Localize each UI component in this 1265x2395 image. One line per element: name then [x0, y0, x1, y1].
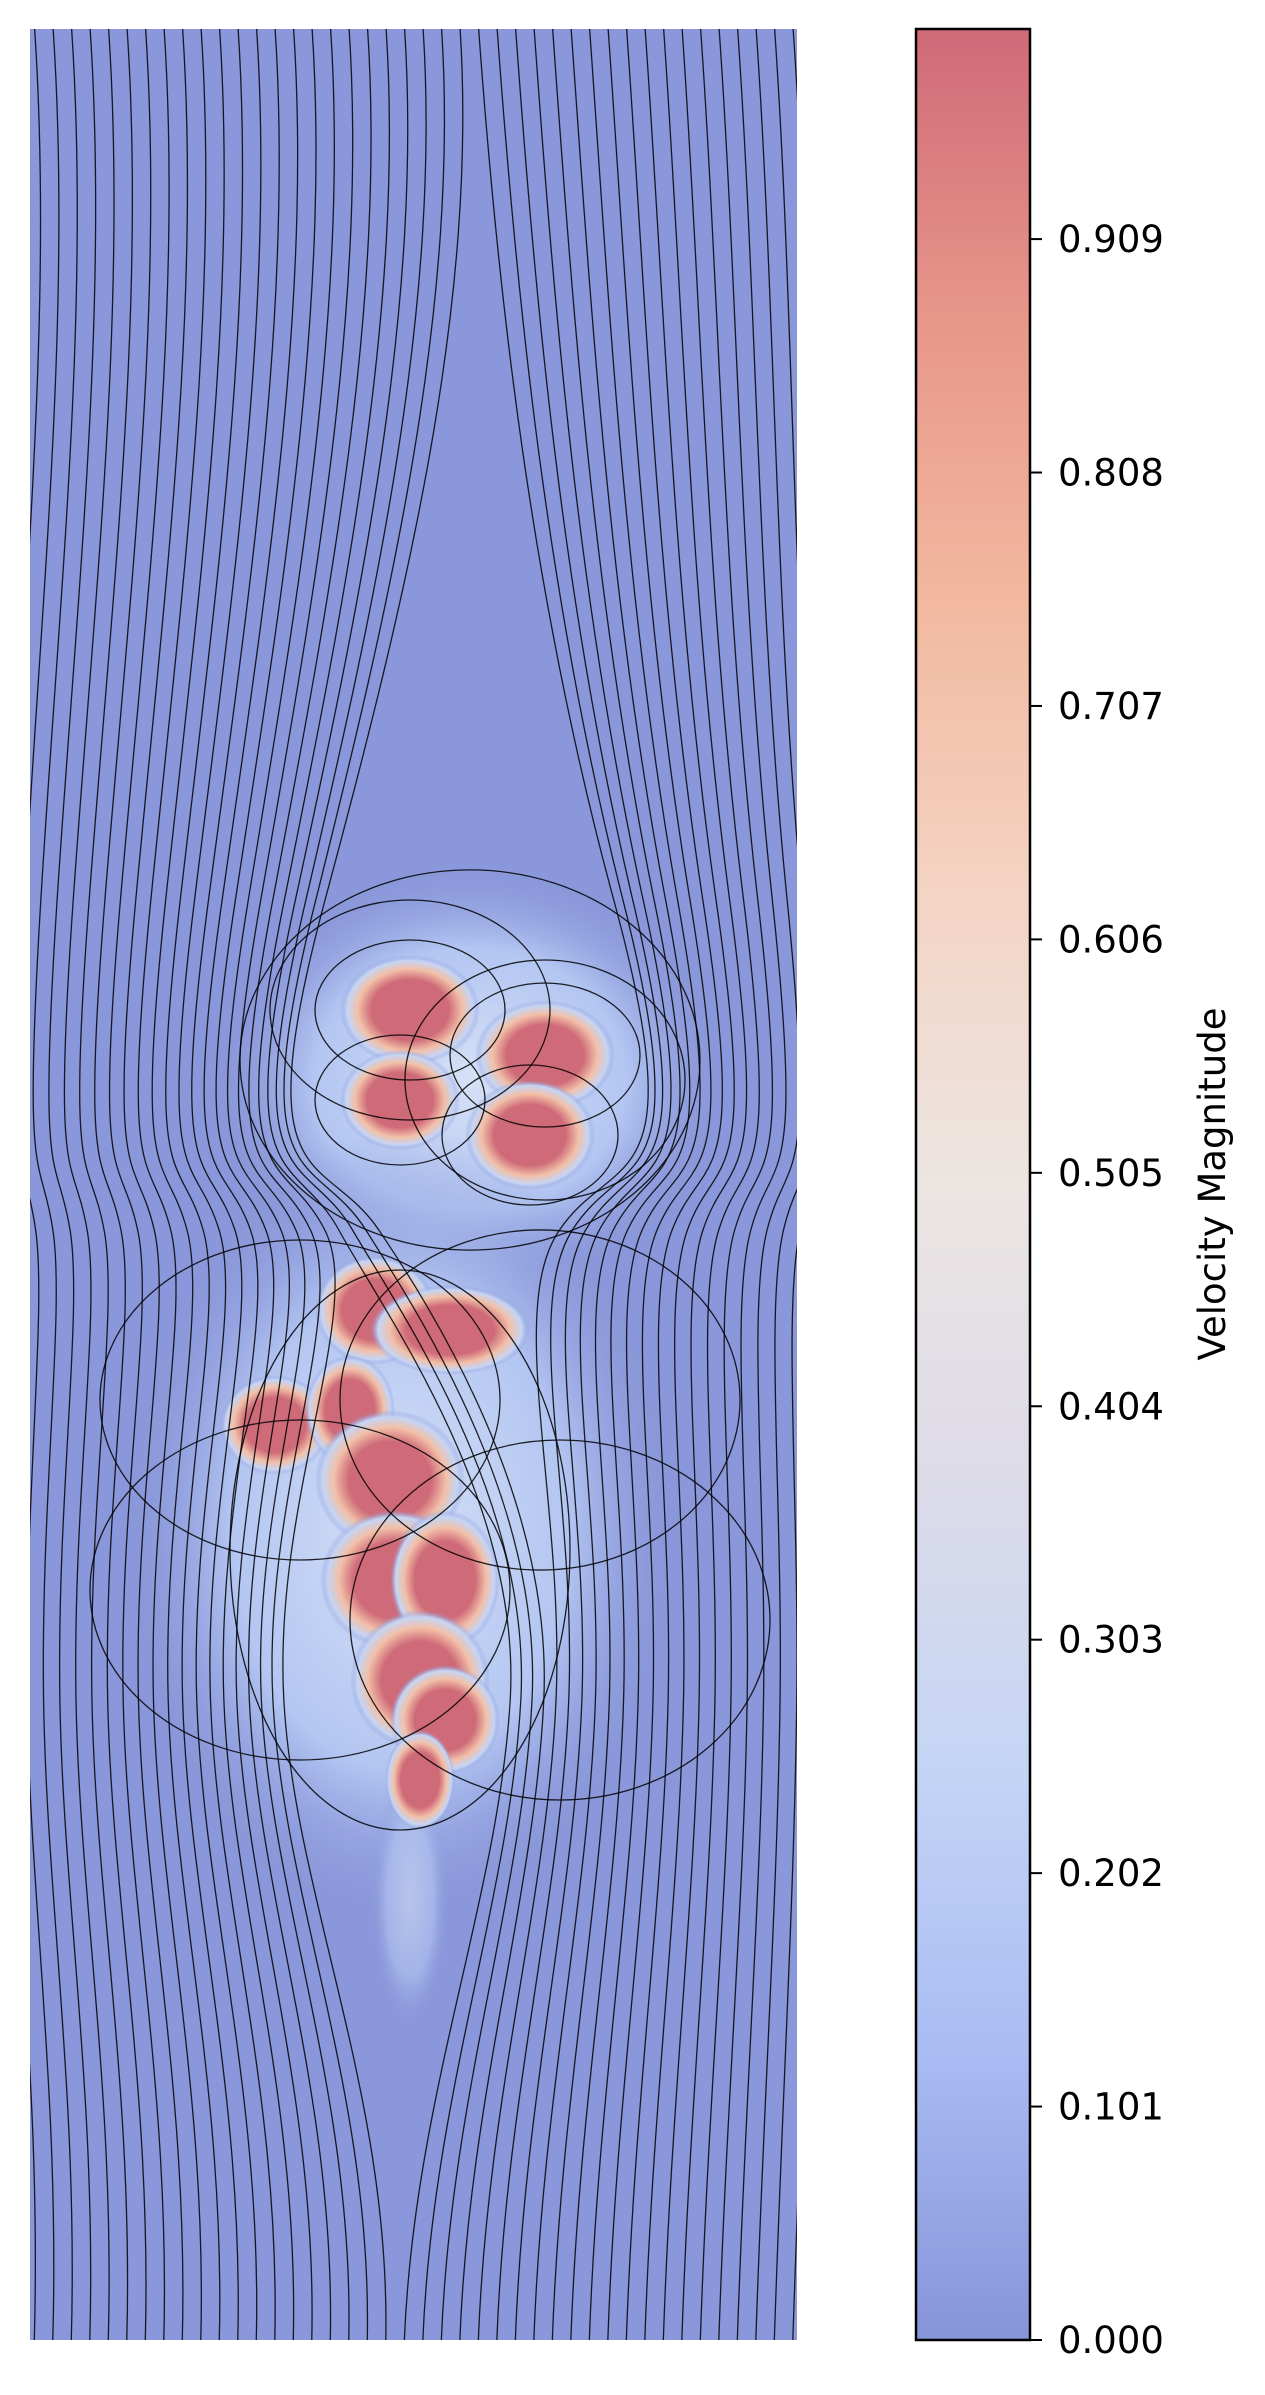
streamline: [48, 29, 97, 2340]
streamline: [267, 29, 512, 2340]
colorbar-tick-label: 0.202: [1058, 1852, 1164, 1895]
colorbar-tick-label: 0.404: [1058, 1385, 1164, 1428]
streamline: [203, 29, 299, 2340]
streamline: [215, 29, 317, 2340]
streamline: [269, 899, 551, 1121]
streamline: [32, 29, 78, 2340]
streamline: [314, 1034, 486, 1166]
colorbar-frame: [914, 27, 1032, 2342]
streamline: [718, 29, 787, 2340]
streamline: [644, 29, 735, 2340]
colorbar-tick-label: 0.707: [1058, 685, 1164, 728]
streamline: [258, 29, 391, 2340]
colorbar-tick-label: 0.505: [1058, 1152, 1164, 1195]
streamline: [477, 29, 649, 2340]
streamline: [108, 29, 170, 2340]
streamline: [625, 29, 723, 2340]
streamline: [290, 29, 545, 2340]
colorbar-tick-label: 0.808: [1058, 452, 1164, 495]
vortex-core-mid-left: [340, 1050, 460, 1150]
streamline: [792, 29, 797, 2340]
colorbar-tick-label: 0.000: [1058, 2319, 1164, 2362]
streamline: [441, 1064, 619, 1206]
streamline: [514, 29, 664, 2340]
streamline: [94, 29, 152, 2340]
colorbar-tick-label: 0.606: [1058, 918, 1164, 961]
plume-blob-10: [385, 1730, 455, 1830]
vortex-core-upper-right: [475, 1000, 615, 1110]
wake-halo: [370, 1770, 450, 2030]
streamline: [699, 29, 774, 2340]
streamline: [79, 29, 134, 2340]
streamline: [239, 869, 701, 1251]
colorbar-tick-label: 0.909: [1058, 218, 1164, 261]
colorbar-ticks: 0.000 0.101 0.202 0.303 0.404 0.505 0.606 0.707…: [1030, 218, 1164, 2362]
streamline: [89, 1419, 511, 1761]
streamline: [178, 29, 262, 2340]
streamline: [237, 29, 354, 2340]
streamline: [30, 29, 42, 2340]
streamline: [191, 29, 280, 2340]
streamline: [773, 29, 797, 2340]
streamline: [496, 29, 656, 2340]
streamline: [248, 29, 372, 2340]
streamline: [607, 29, 712, 2340]
streamline: [736, 29, 797, 2340]
streamline: [314, 939, 506, 1081]
streamline: [30, 29, 60, 2340]
colorbar: 0.000 0.101 0.202 0.303 0.404 0.505 0.606 0.707…: [914, 27, 1234, 2362]
streamlines: [30, 29, 797, 2340]
streamline: [449, 982, 641, 1128]
vortex-core-lower-right: [465, 1080, 595, 1190]
streamline: [551, 29, 681, 2340]
streamline: [229, 1269, 571, 1831]
colorbar-tick-label: 0.303: [1058, 1619, 1164, 1662]
streamline: [99, 1239, 501, 1561]
streamline: [123, 29, 189, 2340]
streamline: [165, 29, 244, 2340]
streamline: [533, 29, 672, 2340]
streamline: [662, 29, 748, 2340]
streamline: [226, 29, 335, 2340]
streamline: [570, 29, 691, 2340]
streamline: [404, 959, 686, 1201]
streamline: [588, 29, 701, 2340]
streamline: [137, 29, 207, 2340]
streamline: [349, 1439, 771, 1801]
colorbar-label: Velocity Magnitude: [1191, 1008, 1234, 1361]
streamline: [755, 29, 797, 2340]
streamline: [283, 29, 534, 2340]
streamline: [681, 29, 760, 2340]
colorbar-tick-label: 0.101: [1058, 2086, 1164, 2129]
velocity-field-panel: [30, 29, 797, 2340]
streamline: [151, 29, 225, 2340]
streamline: [63, 29, 115, 2340]
streamline: [339, 1229, 741, 1571]
colorbar-fill: [916, 29, 1030, 2340]
